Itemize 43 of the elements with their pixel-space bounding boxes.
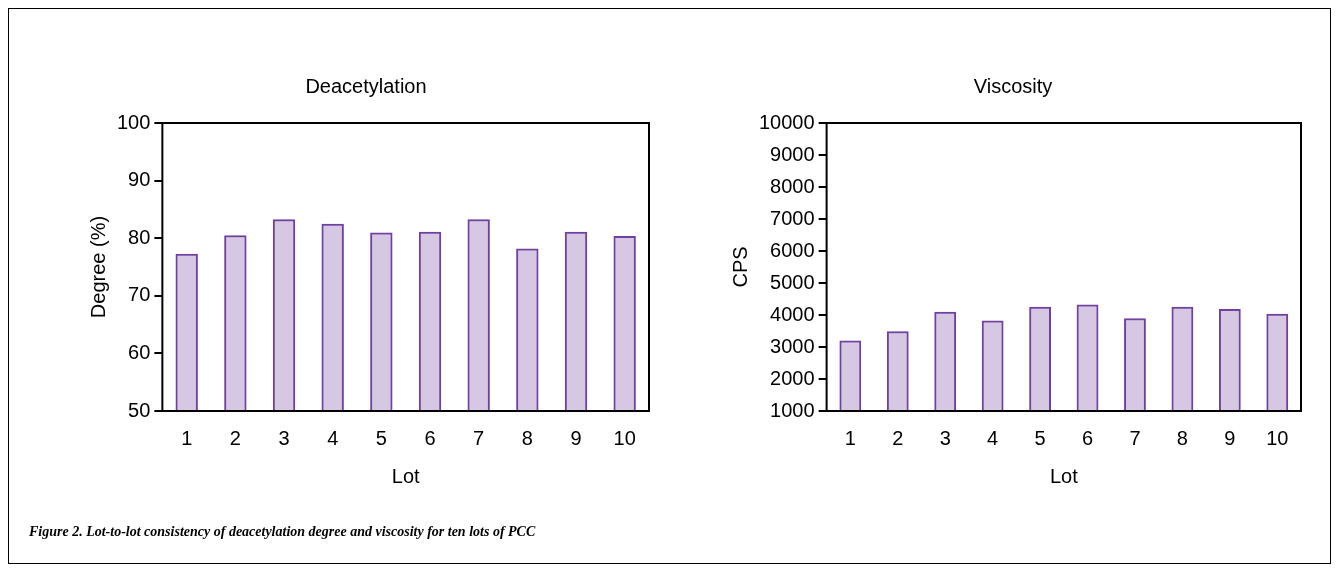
x-tick-label: 6 xyxy=(1081,426,1094,449)
x-tick-label: 1 xyxy=(181,426,193,449)
x-tick-label: 5 xyxy=(1034,426,1046,449)
x-axis-title: Lot xyxy=(391,464,421,487)
y-tick-label: 1000 xyxy=(770,398,815,421)
y-axis-title: CPS xyxy=(728,246,751,288)
y-tick-label: 4000 xyxy=(770,302,815,325)
y-tick-label: 6000 xyxy=(770,238,815,261)
y-tick-label: 60 xyxy=(128,340,151,363)
y-tick-label: 8000 xyxy=(770,174,815,197)
y-tick-label: 10000 xyxy=(758,110,815,133)
x-tick-label: 2 xyxy=(892,426,904,449)
x-tick-label: 10 xyxy=(613,426,636,449)
x-tick-label: 3 xyxy=(278,426,290,449)
x-tick-label: 9 xyxy=(1224,426,1236,449)
x-tick-label: 4 xyxy=(987,426,999,449)
chart-title: Deacetylation xyxy=(305,74,427,97)
y-tick-label: 100 xyxy=(116,110,151,133)
y-tick-label: 7000 xyxy=(770,206,815,229)
x-tick-label: 4 xyxy=(327,426,339,449)
y-tick-label: 5000 xyxy=(770,270,815,293)
y-axis-title: Degree (%) xyxy=(86,215,109,319)
x-tick-label: 7 xyxy=(1129,426,1141,449)
y-tick-label: 80 xyxy=(128,225,151,248)
x-tick-label: 10 xyxy=(1266,426,1289,449)
y-tick-label: 3000 xyxy=(770,334,815,357)
x-tick-label: 8 xyxy=(1176,426,1188,449)
x-tick-label: 3 xyxy=(939,426,951,449)
x-tick-label: 8 xyxy=(521,426,533,449)
caption: Figure 2. Lot-to-lot consistency of deacetylation degree and viscosity for ten lots of PCC xyxy=(29,524,536,540)
x-tick-label: 5 xyxy=(375,426,387,449)
x-tick-label: 9 xyxy=(570,426,582,449)
x-tick-label: 2 xyxy=(229,426,241,449)
x-tick-label: 1 xyxy=(844,426,856,449)
x-tick-label: 7 xyxy=(473,426,485,449)
y-tick-label: 70 xyxy=(128,283,151,306)
y-tick-label: 50 xyxy=(128,398,151,421)
y-tick-label: 2000 xyxy=(770,366,815,389)
x-tick-label: 6 xyxy=(424,426,436,449)
chart-title: Viscosity xyxy=(973,74,1053,97)
y-tick-label: 9000 xyxy=(770,142,815,165)
x-axis-title: Lot xyxy=(1049,464,1079,487)
y-tick-label: 90 xyxy=(128,168,151,191)
